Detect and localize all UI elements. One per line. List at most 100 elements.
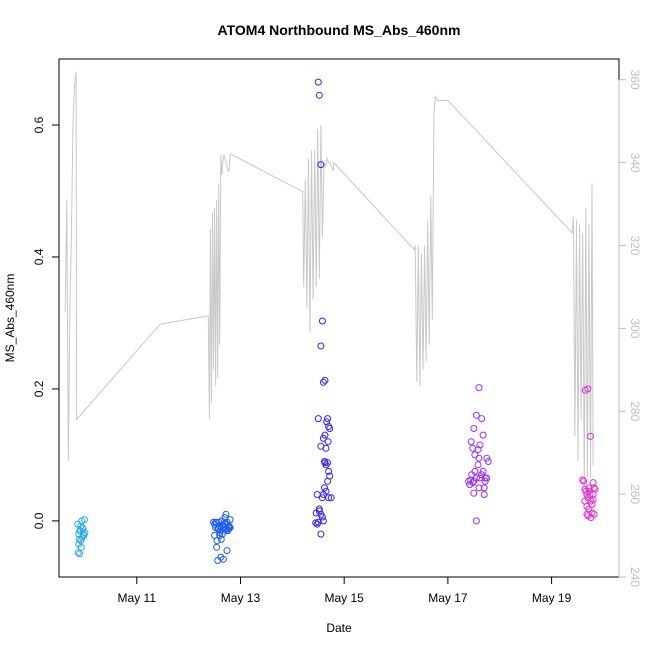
data-point (583, 510, 591, 518)
data-point (580, 477, 588, 485)
data-point (319, 517, 327, 525)
y2-tick-label: 320 (628, 235, 642, 255)
x-tick-label: May 17 (428, 591, 468, 605)
data-point (479, 467, 487, 475)
data-point (591, 485, 599, 493)
x-tick-label: May 13 (221, 591, 261, 605)
data-point (317, 161, 325, 169)
data-point (325, 423, 333, 430)
data-point (77, 522, 85, 530)
data-point (472, 517, 480, 525)
data-point (589, 479, 597, 487)
data-point (219, 555, 227, 563)
data-point (76, 550, 84, 558)
data-point (323, 418, 331, 426)
data-point (314, 415, 322, 423)
data-point (469, 444, 477, 452)
data-point (325, 467, 333, 475)
data-point (483, 454, 491, 462)
data-point (319, 378, 327, 386)
data-point (318, 317, 326, 325)
data-point (476, 474, 484, 482)
data-point (80, 516, 88, 524)
data-point (470, 425, 478, 432)
data-point (313, 491, 321, 498)
data-point (590, 484, 598, 492)
points-layer (74, 78, 599, 564)
data-point (216, 531, 224, 539)
data-point (480, 484, 488, 492)
data-point (470, 489, 478, 497)
data-point (324, 459, 332, 467)
data-point (221, 514, 229, 522)
data-point (480, 491, 488, 498)
data-point (75, 540, 83, 548)
data-point (584, 385, 592, 393)
data-point (475, 454, 483, 462)
data-point (324, 415, 332, 423)
x-tick-label: May 11 (118, 591, 157, 605)
data-point (317, 530, 325, 538)
data-point (318, 513, 326, 521)
data-point (476, 441, 484, 449)
data-point (478, 415, 486, 423)
data-point (78, 533, 86, 541)
data-point (315, 91, 323, 99)
data-point (222, 510, 230, 518)
data-point (589, 496, 597, 504)
data-point (321, 376, 329, 384)
y-tick-label: 0.2 (32, 380, 46, 397)
data-point (475, 384, 483, 392)
data-point (585, 487, 593, 495)
data-point (223, 547, 231, 555)
data-point (325, 494, 333, 502)
y2-tick-label: 260 (628, 484, 642, 504)
data-point (312, 509, 320, 517)
data-point (322, 487, 330, 495)
y-tick-label: 0.0 (32, 512, 46, 529)
data-point (314, 78, 322, 86)
data-point (327, 494, 335, 502)
y-tick-label: 0.4 (32, 248, 46, 265)
data-point (579, 476, 587, 484)
data-point (322, 444, 330, 452)
data-point (314, 518, 322, 526)
data-point (321, 484, 328, 492)
data-point (212, 518, 220, 526)
y2-tick-label: 240 (628, 567, 642, 587)
secondary-line-layer (64, 71, 594, 486)
data-point (478, 471, 486, 479)
data-point (319, 434, 327, 442)
axes-layer: May 11 May 13 May 15 May 17 May 19 0.0 0.2 0.4 0… (32, 70, 642, 605)
chart-title: ATOM4 Northbound MS_Abs_460nm (218, 22, 461, 38)
data-point (217, 535, 225, 543)
data-point (324, 438, 332, 446)
data-point (321, 431, 329, 439)
data-point (475, 484, 483, 492)
data-point (76, 527, 84, 535)
data-point (484, 458, 492, 465)
data-point (321, 458, 328, 465)
data-point (471, 467, 479, 475)
data-point (479, 431, 487, 439)
data-point (581, 497, 589, 505)
data-point (225, 524, 233, 531)
data-point (587, 432, 594, 440)
data-point (472, 411, 480, 419)
data-point (467, 438, 475, 446)
data-point (326, 472, 334, 480)
data-point (80, 531, 88, 539)
y2-tick-label: 340 (628, 153, 642, 173)
plot-frame (58, 58, 620, 578)
data-point (74, 549, 82, 557)
y-axis-label: MS_Abs_460nm (3, 274, 17, 363)
y-tick-label: 0.6 (32, 116, 46, 133)
data-point (474, 461, 482, 469)
data-point (469, 479, 477, 487)
x-tick-label: May 19 (532, 591, 572, 605)
data-point (213, 543, 221, 551)
x-axis-label: Date (326, 621, 352, 635)
data-point (317, 342, 325, 350)
